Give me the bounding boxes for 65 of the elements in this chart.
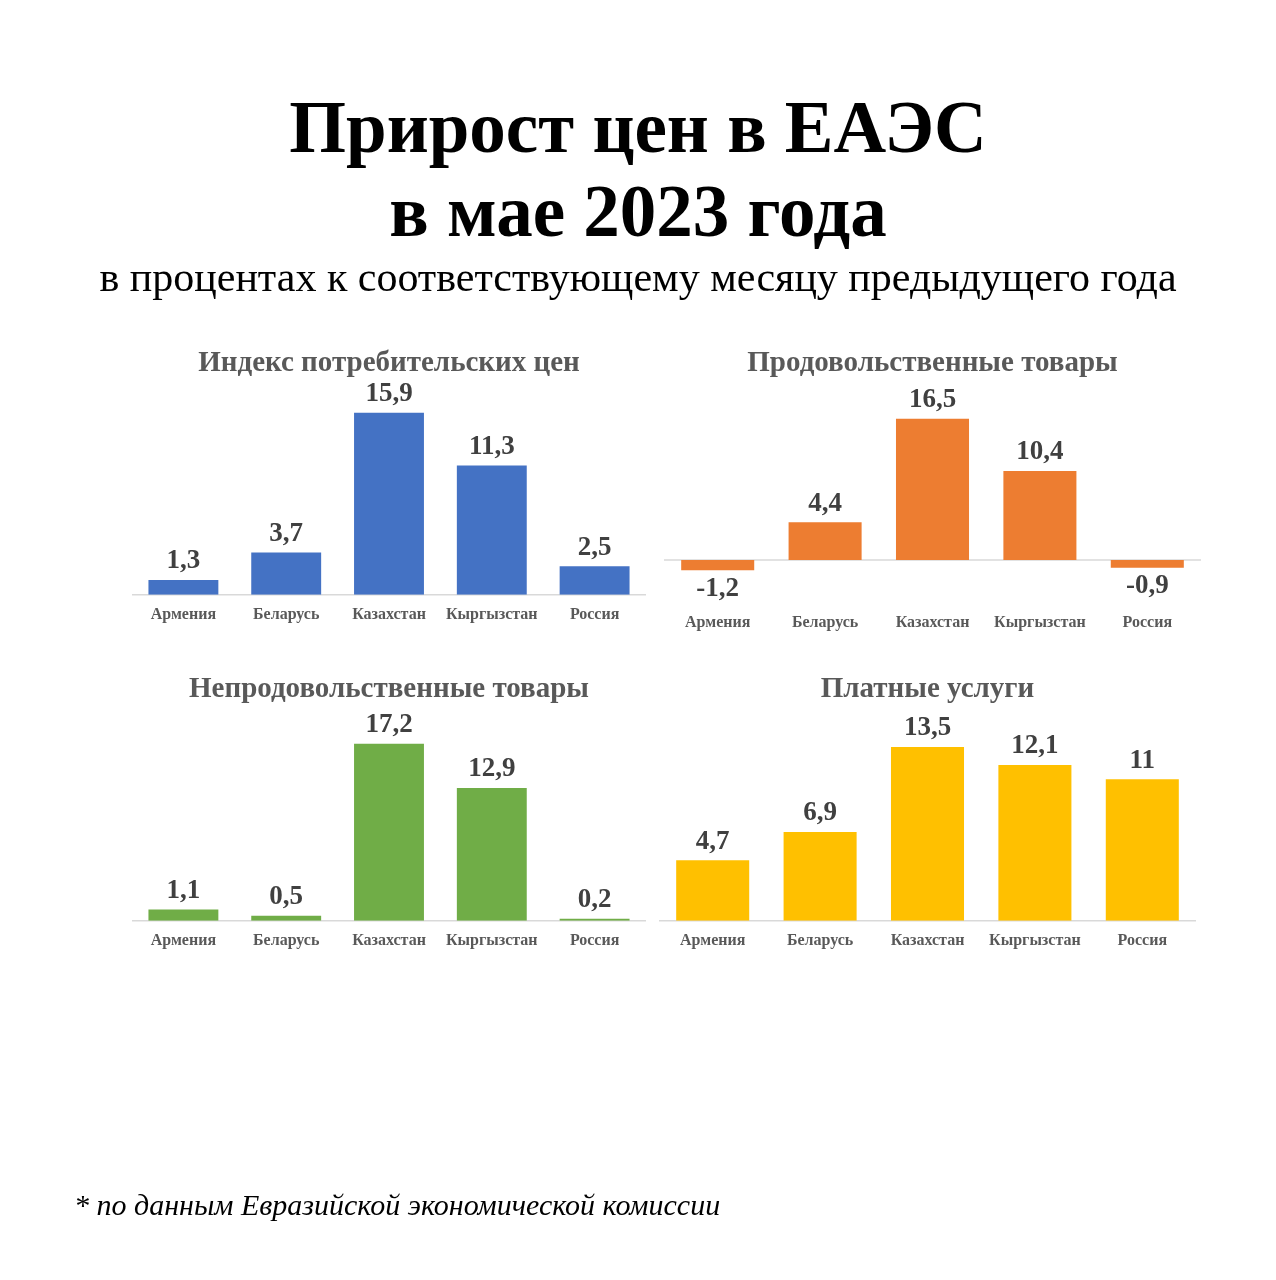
data-label: 11,3 bbox=[468, 429, 515, 460]
x-tick-label: Кыргызстан bbox=[989, 930, 1081, 949]
data-label: 0,2 bbox=[577, 883, 612, 914]
data-label: -0,9 bbox=[1125, 569, 1169, 600]
x-tick-label: Кыргызстан bbox=[994, 612, 1086, 631]
x-tick-label: Казахстан bbox=[352, 930, 426, 948]
x-tick-label: Россия bbox=[569, 604, 620, 622]
text: Прирост цен в ЕАЭС в мае 2023 года bbox=[288, 86, 988, 254]
data-label: -1,2 bbox=[696, 571, 740, 602]
data-label: 12,9 bbox=[468, 752, 516, 783]
x-tick-label: Беларусь bbox=[791, 612, 859, 631]
bar bbox=[1003, 470, 1077, 560]
data-label: 4,4 bbox=[808, 486, 842, 517]
bar bbox=[895, 418, 970, 560]
x-tick-label: Казахстан bbox=[895, 612, 970, 630]
bar bbox=[681, 560, 755, 571]
data-label: 15,9 bbox=[365, 377, 413, 408]
bar bbox=[788, 522, 862, 560]
bar bbox=[1105, 779, 1179, 921]
data-label: 11 bbox=[1129, 743, 1156, 774]
x-tick-label: Россия bbox=[1117, 930, 1168, 948]
bar bbox=[676, 860, 750, 921]
bar bbox=[148, 579, 219, 595]
bar bbox=[354, 412, 424, 595]
data-label: 3,7 bbox=[269, 516, 304, 547]
data-label: 6,9 bbox=[803, 796, 837, 827]
data-label: 4,7 bbox=[695, 824, 730, 855]
bar bbox=[1110, 560, 1184, 568]
x-tick-label: Армения bbox=[685, 612, 751, 631]
bar bbox=[783, 831, 857, 921]
data-label: 0,5 bbox=[269, 880, 304, 911]
chart-title: Платные услуги bbox=[820, 670, 1035, 703]
data-label: 2,5 bbox=[577, 530, 612, 561]
x-tick-label: Армения bbox=[150, 604, 217, 623]
chart-title: Продовольственные товары bbox=[747, 344, 1118, 377]
data-label: 1,1 bbox=[166, 873, 201, 904]
x-tick-label: Казахстан bbox=[352, 604, 426, 622]
data-label: 1,3 bbox=[166, 544, 201, 575]
x-tick-label: Россия bbox=[569, 930, 620, 948]
bar bbox=[354, 743, 424, 921]
x-tick-label: Россия bbox=[1122, 612, 1173, 630]
bar bbox=[456, 465, 527, 595]
x-tick-label: Армения bbox=[150, 930, 217, 949]
x-tick-label: Беларусь bbox=[252, 930, 320, 949]
x-tick-label: Армения bbox=[680, 930, 746, 949]
text: в процентах к соответствующему месяцу предыдущего года bbox=[98, 253, 1178, 301]
bar bbox=[251, 552, 322, 595]
data-label: 13,5 bbox=[903, 711, 952, 742]
x-tick-label: Кыргызстан bbox=[446, 604, 538, 623]
data-label: 12,1 bbox=[1011, 729, 1059, 760]
chart-title: Индекс потребительских цен bbox=[198, 344, 580, 377]
x-tick-label: Беларусь bbox=[252, 604, 320, 623]
bar bbox=[998, 765, 1072, 921]
x-tick-label: Беларусь bbox=[786, 930, 854, 949]
data-label: 16,5 bbox=[908, 383, 957, 414]
bar bbox=[456, 787, 527, 921]
bar bbox=[148, 909, 219, 921]
x-tick-label: Кыргызстан bbox=[446, 930, 538, 949]
chart-title: Непродовольственные товары bbox=[189, 670, 589, 703]
text: * по данным Евразийской экономической комиссии bbox=[74, 1187, 722, 1223]
data-label: 10,4 bbox=[1016, 435, 1064, 466]
data-label: 17,2 bbox=[365, 708, 413, 739]
bar bbox=[890, 746, 965, 921]
bar bbox=[559, 566, 630, 595]
x-tick-label: Казахстан bbox=[890, 930, 965, 948]
